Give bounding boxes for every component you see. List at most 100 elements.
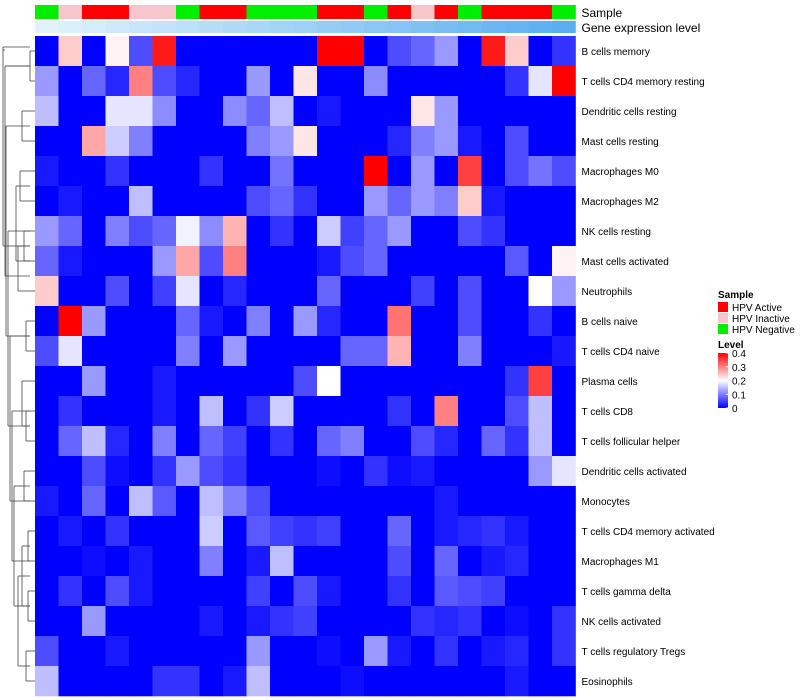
expression-annotation-cell [270, 21, 294, 33]
expression-annotation-cell [129, 21, 153, 33]
expression-annotation-cell [364, 21, 388, 33]
heatmap-cell [434, 456, 459, 487]
heatmap-cell [434, 336, 459, 367]
heatmap-cell [340, 666, 365, 697]
heatmap-cell [152, 576, 177, 607]
annotation-label-expression: Gene expression level [582, 21, 701, 35]
heatmap-cell [293, 486, 318, 517]
heatmap-cell [317, 666, 341, 697]
heatmap-cell [411, 666, 435, 697]
row-label: T cells gamma delta [582, 587, 672, 598]
heatmap-cell [387, 546, 412, 577]
heatmap-cell [58, 96, 83, 127]
heatmap-cell [246, 246, 271, 277]
heatmap-cell [58, 426, 83, 457]
row-label: Macrophages M0 [582, 167, 660, 178]
heatmap-cell [82, 186, 106, 217]
heatmap-cell [505, 246, 529, 277]
heatmap-cell [293, 456, 318, 487]
heatmap-cell [35, 66, 59, 97]
heatmap-cell [58, 186, 83, 217]
annotation-label-sample: Sample [582, 6, 623, 20]
heatmap-cell [317, 486, 341, 517]
heatmap-cell [199, 186, 224, 217]
heatmap-cell [505, 396, 529, 427]
heatmap-cell [129, 66, 153, 97]
heatmap-cell [340, 126, 365, 157]
expression-annotation-cell [223, 21, 247, 33]
heatmap-cell [434, 516, 459, 547]
expression-annotation-cell [340, 21, 365, 33]
heatmap-cell [152, 366, 177, 397]
sample-annotation-cell [552, 5, 576, 19]
heatmap-cell [129, 246, 153, 277]
row-label: Macrophages M1 [582, 557, 660, 568]
heatmap-cell [340, 606, 365, 637]
heatmap-cell [223, 666, 247, 697]
heatmap-cell [317, 306, 341, 337]
heatmap-cell [223, 306, 247, 337]
expression-annotation-cell [176, 21, 200, 33]
heatmap-cell [152, 666, 177, 697]
heatmap-cell [129, 96, 153, 127]
heatmap-cell [176, 186, 200, 217]
heatmap-cell [434, 306, 459, 337]
row-label: B cells memory [582, 47, 650, 58]
heatmap-cell [152, 516, 177, 547]
sample-annotation-cell [35, 5, 59, 19]
heatmap-cell [82, 516, 106, 547]
heatmap-cell [152, 426, 177, 457]
heatmap-cell [552, 666, 576, 697]
sample-annotation-cell [317, 5, 341, 19]
legend-level-tick-label: 0.2 [732, 377, 746, 388]
heatmap-cell [246, 186, 271, 217]
heatmap-cell [293, 606, 318, 637]
heatmap-cell [199, 456, 224, 487]
heatmap-cell [35, 636, 59, 667]
heatmap-cell [317, 156, 341, 187]
heatmap-cell [458, 36, 482, 67]
heatmap-cell [411, 456, 435, 487]
heatmap-cell [35, 486, 59, 517]
heatmap-cell [82, 36, 106, 67]
heatmap-cell [505, 486, 529, 517]
heatmap-cell [176, 66, 200, 97]
row-labels: B cells memory T cells CD4 memory resting… [582, 47, 715, 688]
heatmap-cell [528, 156, 553, 187]
heatmap-cell [387, 36, 412, 67]
heatmap-cell [35, 276, 59, 307]
heatmap-cell [411, 546, 435, 577]
heatmap-cell [35, 246, 59, 277]
heatmap-cell [481, 186, 506, 217]
heatmap-cell [528, 126, 553, 157]
heatmap-cell [176, 216, 200, 247]
row-label: T cells CD4 naive [582, 347, 661, 358]
sample-annotation-cell [152, 5, 177, 19]
sample-annotation-cell [58, 5, 83, 19]
heatmap-cell [481, 366, 506, 397]
heatmap-cell [246, 486, 271, 517]
heatmap-cell [35, 156, 59, 187]
heatmap-cell [364, 396, 388, 427]
heatmap-cell [434, 66, 459, 97]
sample-annotation-cell [270, 5, 294, 19]
heatmap-cell [105, 186, 130, 217]
heatmap-cell [105, 396, 130, 427]
heatmap-cell [528, 96, 553, 127]
expression-annotation-cell [528, 21, 553, 33]
heatmap-cell [152, 66, 177, 97]
heatmap-cell [387, 126, 412, 157]
heatmap-cell [35, 576, 59, 607]
heatmap-cell [223, 516, 247, 547]
heatmap-cell [223, 546, 247, 577]
row-label: NK cells resting [582, 227, 651, 238]
heatmap-cell [434, 546, 459, 577]
row-label: T cells CD4 memory activated [582, 527, 715, 538]
heatmap-cell [176, 636, 200, 667]
legend-level-tick-label: 0.4 [732, 349, 746, 360]
heatmap-cell [82, 306, 106, 337]
heatmap-cell [58, 366, 83, 397]
heatmap-cell [270, 126, 294, 157]
heatmap-cell [505, 276, 529, 307]
heatmap-cell [35, 666, 59, 697]
